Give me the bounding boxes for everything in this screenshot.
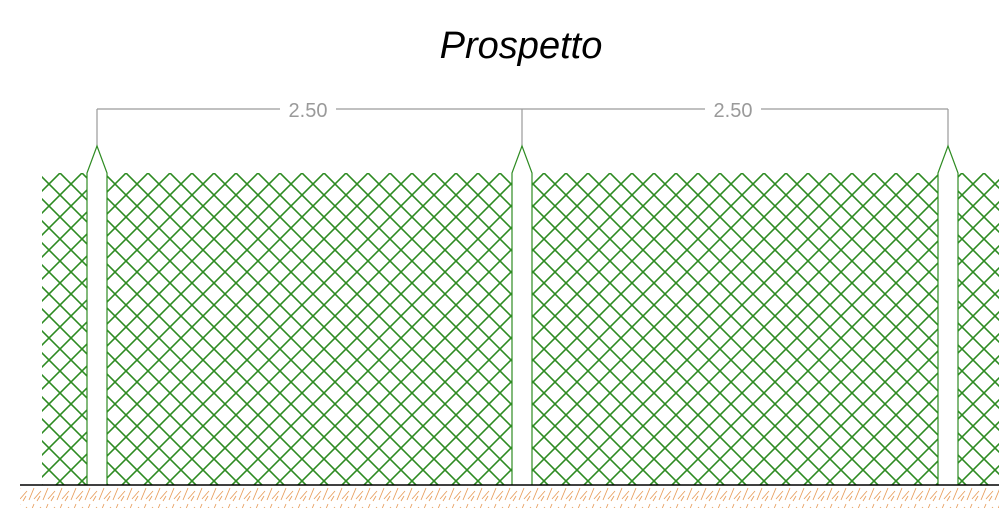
mesh-panel [958, 173, 999, 485]
dimension-lines [96, 108, 949, 150]
fence-post [511, 144, 533, 485]
dimension-label-left: 2.50 [289, 100, 328, 122]
mesh-panel [532, 173, 938, 485]
fence-post [86, 144, 108, 485]
fence-posts [86, 144, 959, 485]
mesh-panel [42, 173, 87, 485]
dimension-label-right: 2.50 [714, 100, 753, 122]
mesh-panel [107, 173, 512, 485]
fence-post [937, 144, 959, 485]
mesh-panels [42, 173, 999, 485]
ground-hatch [20, 486, 999, 508]
drawing-title: Prospetto [440, 25, 603, 67]
